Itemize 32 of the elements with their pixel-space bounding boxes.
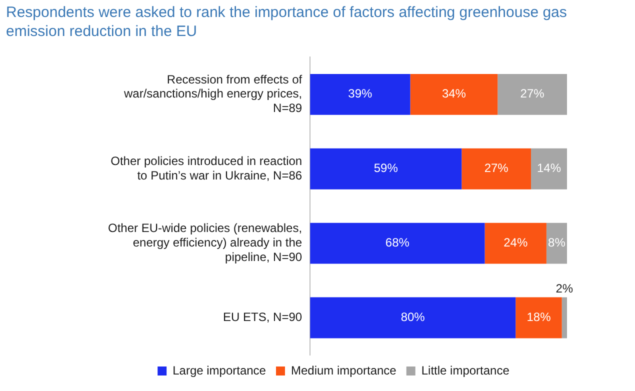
bar — [546, 222, 567, 264]
data-label: 8% — [548, 236, 566, 250]
y-tick-label: Other policies introduced in reaction to Putin’s war in Ukraine, N=86 — [110, 154, 302, 182]
bar — [310, 297, 516, 338]
data-label: 24% — [504, 236, 528, 250]
data-label: 27% — [520, 86, 545, 101]
y-tick-label: Other EU-wide policies (renewables, energy efficiency) already in the pipeline, N=90 — [108, 221, 302, 264]
legend-label: Large importance — [172, 363, 266, 378]
bar — [531, 148, 567, 190]
data-label: 59% — [374, 161, 398, 176]
data-label: 14% — [537, 161, 562, 176]
data-label: 2% — [556, 282, 574, 296]
data-label: 18% — [526, 310, 552, 324]
data-label: 80% — [400, 310, 426, 324]
y-tick-label: EU ETS, N=90 — [223, 310, 302, 324]
data-label: 27% — [484, 161, 509, 176]
bar — [410, 74, 498, 115]
bar — [516, 297, 562, 338]
data-label: 34% — [442, 86, 466, 101]
bar — [562, 297, 567, 338]
data-label: 39% — [348, 86, 373, 101]
bar — [498, 74, 567, 115]
bar — [310, 148, 462, 190]
legend-label: Little importance — [421, 363, 510, 378]
bar — [310, 222, 485, 264]
data-label: 68% — [385, 236, 410, 250]
y-tick-label: Recession from effects of war/sanctions/high energy prices, N=89 — [122, 72, 303, 116]
bar — [484, 222, 546, 264]
chart-title: Respondents were asked to rank the importance of factors affecting greenhouse gas emission reduction in the EU — [6, 3, 568, 41]
bar — [310, 74, 410, 115]
bar — [462, 148, 532, 190]
legend-label: Medium importance — [290, 363, 397, 378]
